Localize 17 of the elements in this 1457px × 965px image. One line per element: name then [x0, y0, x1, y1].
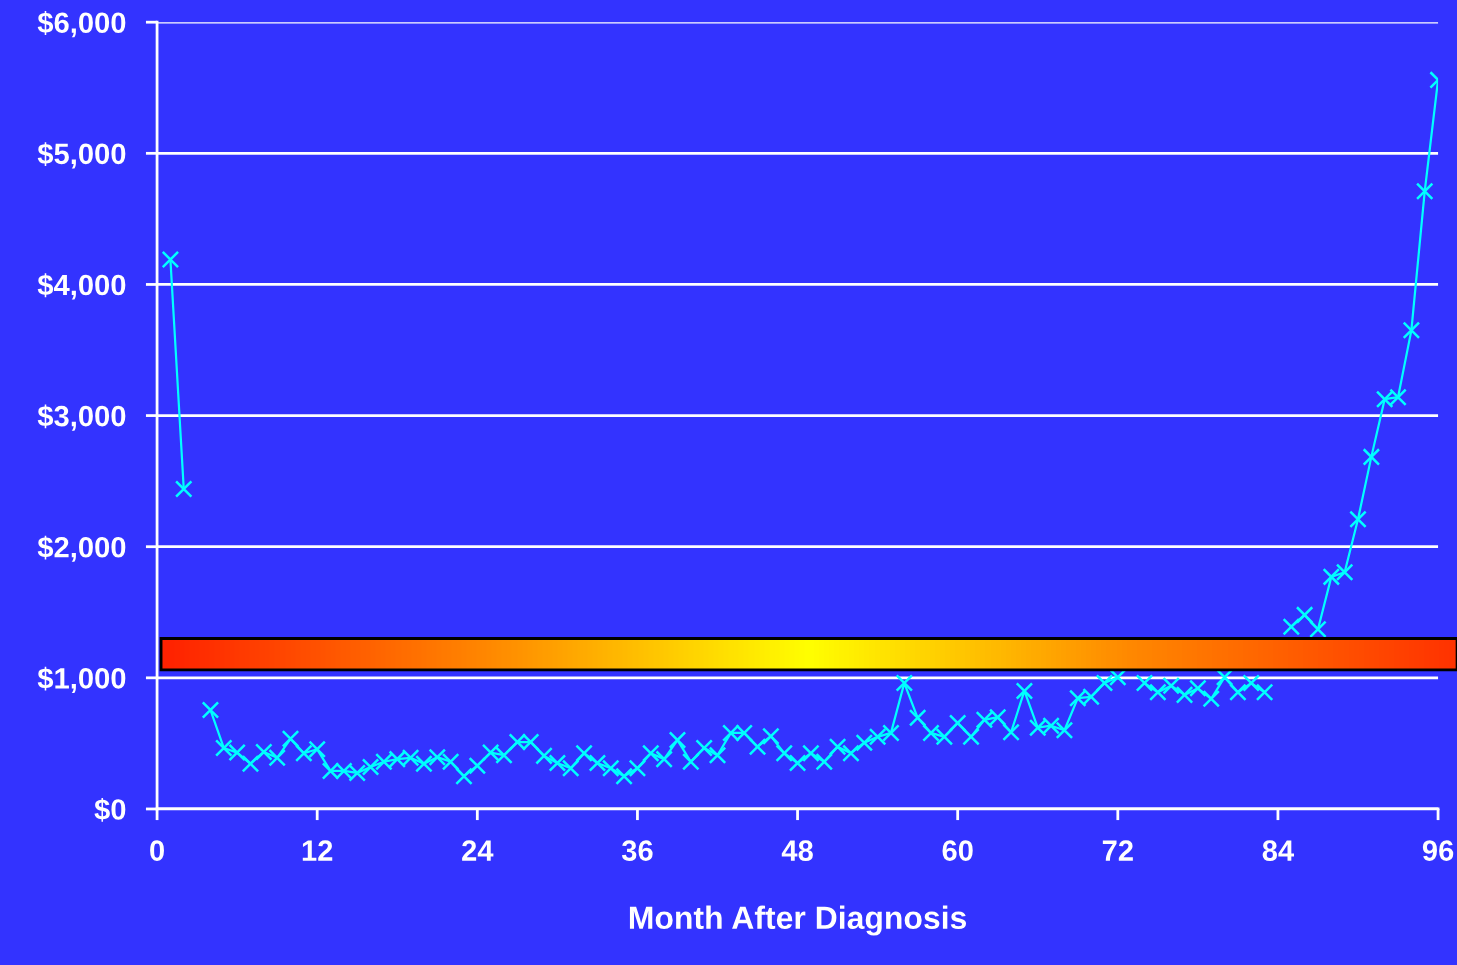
y-tick-label: $0 [94, 797, 126, 822]
x-axis-title: Month After Diagnosis [629, 905, 967, 936]
x-tick-label: 72 [1102, 840, 1133, 861]
y-tick-label: $2,000 [37, 535, 126, 562]
y-tick-label: $4,000 [37, 273, 126, 300]
x-tick-label: 84 [1262, 840, 1294, 861]
x-tick-label: 12 [302, 840, 333, 861]
y-tick-label: $5,000 [37, 142, 126, 169]
x-tick-label: 48 [781, 840, 813, 861]
x-tick-label: 96 [1422, 840, 1454, 861]
x-tick-label: 60 [942, 840, 973, 861]
y-tick-label: $1,000 [37, 666, 126, 693]
y-tick-label: $3,000 [37, 404, 126, 431]
x-tick-label: 24 [462, 840, 494, 861]
x-tick-label: 0 [150, 840, 164, 861]
y-tick-label: $6,000 [37, 11, 126, 38]
x-tick-label: 36 [621, 840, 653, 861]
